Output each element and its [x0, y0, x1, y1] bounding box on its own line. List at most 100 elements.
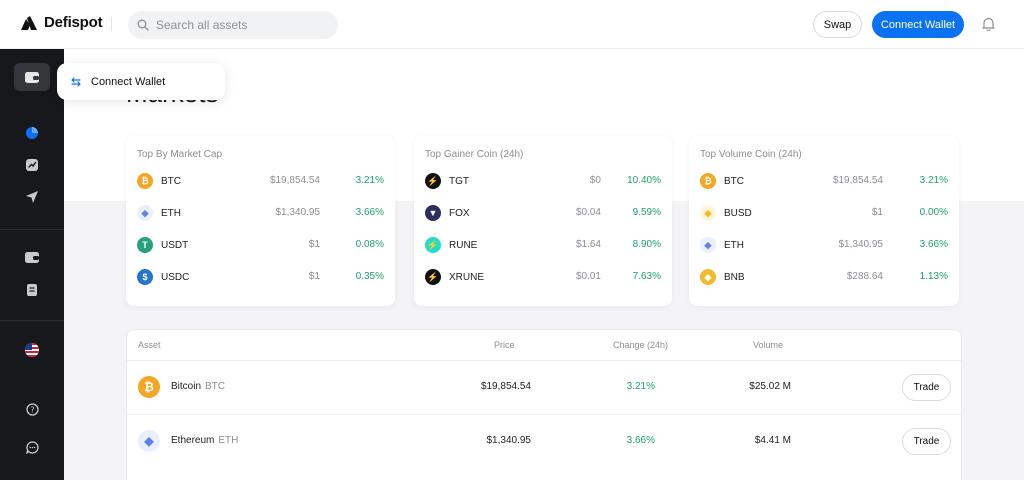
search-bar[interactable] [128, 11, 338, 39]
coin-price: $1,340.95 [838, 239, 884, 250]
coin-change: 7.63% [632, 271, 661, 282]
sidebar-item-chat[interactable] [14, 433, 50, 461]
sidebar-item-language[interactable] [14, 336, 50, 364]
tooltip-label: Connect Wallet [91, 75, 166, 88]
table-row[interactable]: ₿ Bitcoin BTC $19,854.54 3.21% $25.02 M Trade [127, 360, 961, 414]
trade-button[interactable]: Trade [902, 374, 951, 401]
pie-chart-icon [26, 127, 38, 139]
sidebar-item-history[interactable] [14, 276, 50, 304]
coin-symbol: BTC [161, 175, 181, 187]
sidebar: ? [0, 49, 64, 480]
sidebar-divider [0, 229, 64, 230]
usdc-icon: $ [137, 269, 153, 285]
eth-icon: ◆ [700, 237, 716, 253]
card-row[interactable]: ⚡ XRUNE [425, 267, 484, 287]
coin-symbol: USDT [161, 239, 189, 251]
asset-symbol: BTC [205, 381, 226, 392]
asset-price: $19,854.54 [480, 381, 531, 392]
asset-symbol: ETH [218, 435, 239, 446]
coin-change: 0.00% [919, 207, 948, 218]
search-input[interactable] [156, 18, 326, 32]
asset-name-cell: Bitcoin BTC [171, 381, 225, 392]
asset-price: $1,340.95 [486, 435, 532, 446]
card-row[interactable]: ◈ BUSD [700, 203, 752, 223]
coin-change: 0.35% [355, 271, 384, 282]
card-row[interactable]: ₿ BTC [700, 171, 744, 191]
coin-price: $1 [871, 207, 883, 218]
coin-price: $1 [308, 271, 320, 282]
wallet-icon [25, 252, 39, 263]
connect-wallet-tooltip[interactable]: Connect Wallet [57, 63, 225, 100]
table-header-change: Change (24h) [613, 340, 669, 350]
card-title: Top Volume Coin (24h) [700, 149, 802, 160]
asset-name-cell: Ethereum ETH [171, 435, 238, 446]
card-row[interactable]: ▼ FOX [425, 203, 470, 223]
defispot-logo-icon [21, 15, 37, 30]
coin-price: $1,340.95 [275, 207, 321, 218]
coin-change: 9.59% [632, 207, 661, 218]
card-row[interactable]: ◈ BNB [700, 267, 745, 287]
coin-price: $19,854.54 [832, 175, 883, 186]
btc-icon: ₿ [138, 376, 160, 398]
fox-icon: ▼ [425, 205, 441, 221]
coin-symbol: USDC [161, 271, 190, 283]
rune-icon: ⚡ [425, 237, 441, 253]
card-row[interactable]: ◆ ETH [137, 203, 181, 223]
btc-icon: ₿ [137, 173, 153, 189]
market-card: Top Gainer Coin (24h) ⚡ TGT $0 10.40% ▼ FOX $0.… [414, 136, 672, 306]
svg-text:?: ? [30, 405, 34, 414]
card-row[interactable]: $ USDC [137, 267, 189, 287]
sidebar-item-markets[interactable] [14, 119, 50, 147]
coin-symbol: ETH [724, 239, 744, 251]
coin-symbol: FOX [449, 207, 470, 219]
card-row[interactable]: ◆ ETH [700, 235, 744, 255]
eth-icon: ◆ [138, 430, 160, 452]
card-row[interactable]: T USDT [137, 235, 188, 255]
sidebar-item-help[interactable]: ? [14, 395, 50, 423]
card-title: Top By Market Cap [137, 149, 223, 160]
sidebar-item-send[interactable] [14, 183, 50, 211]
table-header-asset: Asset [138, 340, 161, 350]
eth-icon: ◆ [137, 205, 153, 221]
connect-wallet-button[interactable]: Connect Wallet [872, 11, 964, 38]
coin-change: 3.66% [919, 239, 948, 250]
asset-change: 3.21% [626, 381, 655, 392]
coin-price: $0.01 [575, 271, 601, 282]
swap-button[interactable]: Swap [813, 11, 862, 38]
us-flag-icon [25, 343, 39, 357]
sidebar-item-portfolio[interactable] [14, 243, 50, 271]
coin-price: $0.04 [575, 207, 601, 218]
coin-price: $1.64 [575, 239, 601, 250]
market-card: Top Volume Coin (24h) ₿ BTC $19,854.54 3.21%… [689, 136, 959, 306]
asset-name: Bitcoin [171, 381, 202, 392]
card-row[interactable]: ⚡ RUNE [425, 235, 477, 255]
card-row[interactable]: ₿ BTC [137, 171, 181, 191]
coin-price: $288.64 [846, 271, 883, 282]
header-divider [111, 17, 112, 31]
coin-price: $19,854.54 [269, 175, 320, 186]
coin-price: $0 [589, 175, 601, 186]
coin-symbol: XRUNE [449, 271, 485, 283]
coin-symbol: ETH [161, 207, 181, 219]
logo[interactable]: Defispot [21, 14, 103, 31]
coin-symbol: BTC [724, 175, 744, 187]
xrune-icon: ⚡ [425, 269, 441, 285]
top-header: Defispot Swap Connect Wallet [0, 0, 1024, 49]
bell-icon[interactable] [982, 17, 995, 31]
trade-button[interactable]: Trade [902, 428, 951, 455]
send-icon [26, 191, 38, 203]
card-row[interactable]: ⚡ TGT [425, 171, 469, 191]
swap-arrows-icon [71, 76, 81, 87]
sidebar-item-wallet[interactable] [14, 63, 50, 91]
coin-change: 3.66% [355, 207, 384, 218]
sidebar-item-earn[interactable] [14, 151, 50, 179]
asset-table: Asset Price Change (24h) Volume ₿ Bitcoin… [126, 329, 962, 480]
coin-change: 1.13% [919, 271, 948, 282]
coin-change: 8.90% [632, 239, 661, 250]
table-row[interactable]: ◆ Ethereum ETH $1,340.95 3.66% $4.41 M Trade [127, 414, 961, 468]
coin-symbol: RUNE [449, 239, 478, 251]
wallet-icon [25, 72, 39, 83]
tgt-icon: ⚡ [425, 173, 441, 189]
chart-up-icon [26, 159, 38, 171]
brand-name: Defispot [44, 14, 103, 31]
